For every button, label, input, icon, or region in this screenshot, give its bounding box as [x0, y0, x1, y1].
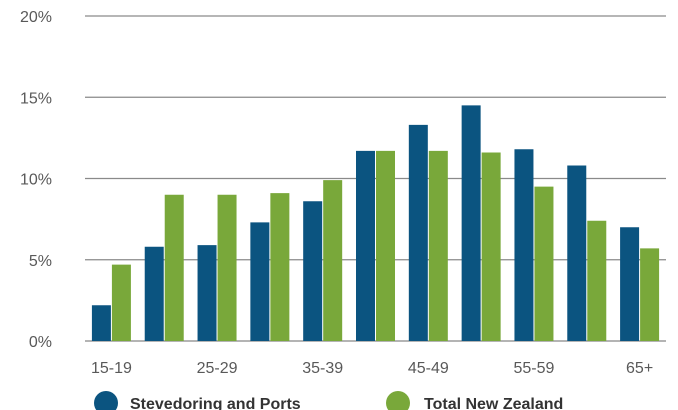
bar-series-2-20-24 [164, 194, 184, 341]
legend-marker [386, 391, 410, 410]
x-tick-label: 55-59 [513, 360, 554, 377]
y-tick-label: 20% [20, 9, 52, 26]
y-tick-label: 5% [29, 253, 52, 270]
bar-series-2-45-49 [428, 150, 448, 341]
bar-series-1-25-29 [197, 245, 217, 341]
y-tick-label: 0% [29, 334, 52, 351]
bar-series-2-60-64 [587, 220, 607, 341]
bar-series-1-40-44 [356, 150, 375, 341]
bar-series-2-30-34 [270, 193, 290, 341]
bar-series-1-15-19 [91, 305, 111, 341]
x-tick-label: 65+ [626, 360, 653, 377]
bar-series-1-45-49 [408, 124, 428, 341]
bar-series-2-50-54 [481, 152, 501, 341]
y-axis-ticks: 0% 5% 10% 15% 20% [20, 9, 52, 351]
bar-series-2-15-19 [111, 264, 131, 341]
x-tick-label: 45-49 [408, 360, 449, 377]
bar-series-1-20-24 [144, 246, 164, 341]
bar-series-1-35-39 [303, 201, 323, 341]
bar-series-1-50-54 [461, 105, 481, 341]
y-tick-label: 15% [20, 90, 52, 107]
x-tick-label: 35-39 [302, 360, 343, 377]
x-tick-label: 15-19 [91, 360, 132, 377]
bar-series-1-60-64 [567, 165, 587, 341]
bar-series-1-30-34 [250, 222, 270, 341]
legend-label: Stevedoring and Ports [130, 396, 301, 410]
bar-series-2-40-44 [376, 150, 395, 341]
y-tick-label: 10% [20, 172, 52, 189]
x-axis-ticks: 15-19 25-29 35-39 45-49 55-59 65+ [91, 360, 653, 377]
bar-series-1-65+ [620, 227, 640, 341]
bar-series-2-65+ [640, 248, 660, 341]
bar-series-2-35-39 [323, 180, 343, 341]
legend-marker [94, 391, 118, 410]
bars [91, 105, 660, 341]
legend: Stevedoring and Ports Total New Zealand [94, 391, 563, 410]
x-tick-label: 25-29 [197, 360, 238, 377]
legend-label: Total New Zealand [424, 396, 563, 410]
bar-series-1-55-59 [514, 149, 534, 341]
bar-series-2-55-59 [534, 186, 554, 341]
bar-series-2-25-29 [217, 194, 237, 341]
